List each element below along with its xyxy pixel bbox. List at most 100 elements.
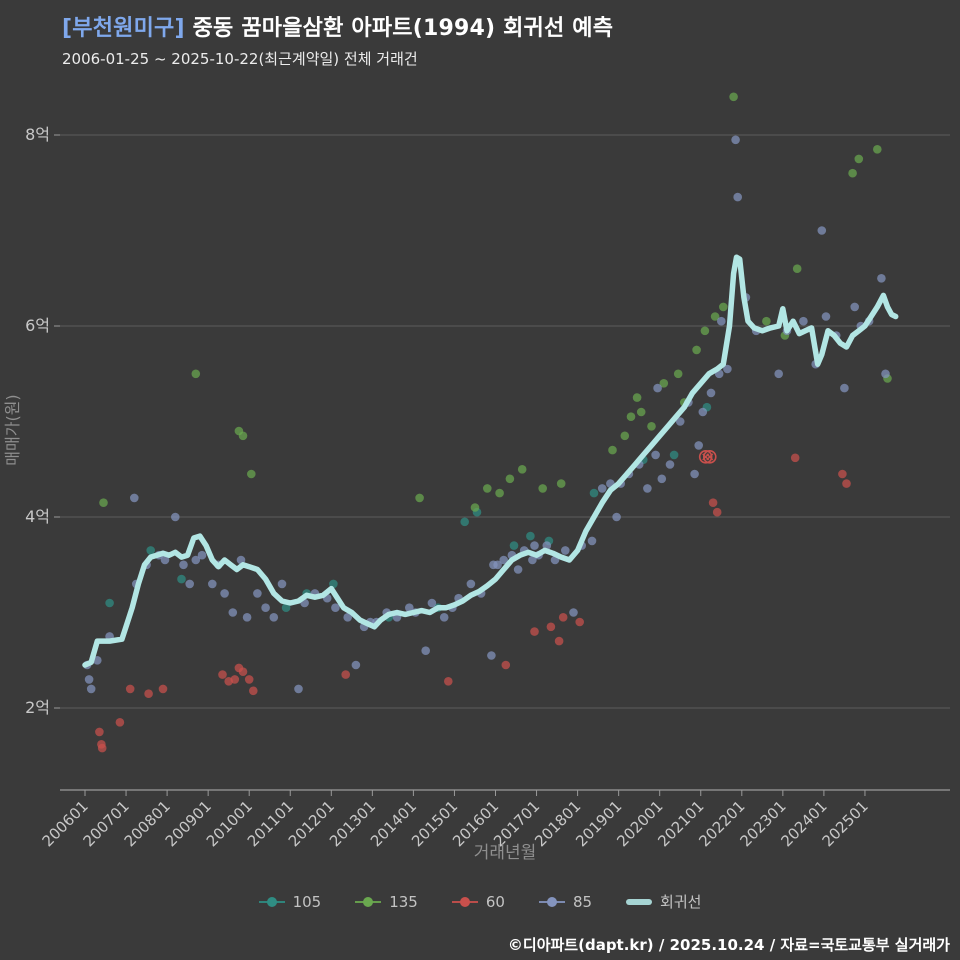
scatter-point: [294, 684, 303, 694]
scatter-point: [848, 168, 857, 178]
legend-item-60: 60: [451, 892, 505, 911]
scatter-point: [657, 474, 667, 484]
page-title: [부천원미구] 중동 꿈마을삼환 아파트(1994) 회귀선 예측: [62, 10, 613, 42]
scatter-point: [177, 574, 186, 584]
scatter-point: [238, 431, 248, 441]
scatter-point: [700, 326, 710, 336]
scatter-point: [653, 383, 662, 393]
scatter-point: [495, 488, 504, 498]
scatter-point: [792, 264, 802, 274]
scatter-series-105: [105, 402, 712, 622]
scatter-point: [115, 718, 125, 727]
scatter-point: [675, 417, 685, 426]
scatter-point: [185, 579, 194, 589]
legend-marker-icon: [258, 896, 285, 908]
scatter-point: [277, 579, 287, 589]
scatter-point: [158, 684, 168, 694]
scatter-point: [146, 546, 155, 555]
scatter-point: [717, 316, 726, 326]
scatter-point: [415, 493, 424, 503]
scatter-point: [597, 484, 607, 493]
scatter-point: [840, 383, 849, 393]
legend-label: 85: [572, 892, 593, 911]
scatter-point: [561, 546, 570, 555]
scatter-point: [160, 555, 170, 565]
scatter-point: [483, 484, 492, 493]
scatter-point: [877, 274, 886, 283]
scatter-point: [341, 670, 351, 679]
legend-label: 60: [485, 892, 505, 911]
y-tick-label: 2억: [25, 698, 50, 717]
scatter-point: [575, 617, 584, 627]
y-tick-label: 6억: [25, 316, 50, 335]
scatter-point: [493, 560, 502, 570]
legend-item-회귀선: 회귀선: [626, 891, 701, 912]
scatter-point: [470, 503, 480, 512]
scatter-point: [731, 135, 740, 145]
scatter-point: [708, 498, 718, 508]
page-subtitle: 2006-01-25 ~ 2025-10-22(최근계약일) 전체 거래건: [62, 50, 418, 68]
scatter-point: [218, 670, 227, 679]
scatter-point: [838, 469, 847, 479]
scatter-point: [729, 92, 738, 102]
scatter-point: [587, 536, 597, 546]
scatter-point: [197, 550, 207, 560]
scatter-point: [208, 579, 217, 589]
scatter-point: [351, 660, 361, 670]
scatter-point: [762, 316, 771, 326]
scatter-point: [526, 531, 535, 541]
scatter-point: [690, 469, 699, 479]
scatter-point: [220, 589, 229, 598]
scatter-point: [589, 488, 599, 498]
scatter-point: [842, 479, 851, 488]
scatter-point: [608, 445, 617, 455]
scatter-point: [706, 388, 716, 398]
scatter-point: [569, 608, 578, 617]
scatter-point: [626, 412, 636, 422]
legend-label: 회귀선: [660, 893, 702, 911]
scatter-point: [873, 145, 882, 154]
scatter-point: [95, 727, 104, 737]
scatter-series-60: [95, 453, 851, 753]
scatter-point: [427, 598, 437, 608]
chart-legend: 105 135 60 85 회귀선: [0, 891, 960, 912]
scatter-point: [513, 565, 523, 574]
scatter-point: [261, 603, 270, 612]
scatter-point: [509, 541, 519, 550]
scatter-point: [460, 517, 470, 527]
scatter-point: [651, 450, 660, 460]
title-main: 중동 꿈마을삼환 아파트(1994) 회귀선 예측: [184, 16, 614, 41]
scatter-point: [130, 493, 139, 503]
cancelled-ring: [702, 450, 717, 464]
scatter-point: [228, 608, 238, 617]
scatter-point: [546, 622, 556, 632]
y-tick-label: 4억: [25, 507, 50, 526]
scatter-point: [191, 369, 201, 379]
y-tick-label: 8억: [25, 125, 50, 144]
scatter-point: [712, 507, 722, 517]
cancelled-ring: [698, 450, 713, 464]
scatter-point: [343, 613, 353, 622]
scatter-point: [538, 484, 547, 493]
axes: 2억4억6억8억20060120070120080120090120100120…: [3, 125, 950, 863]
scatter-point: [253, 589, 262, 598]
scatter-point: [171, 512, 180, 522]
regression-line: [82, 254, 899, 668]
scatter-point: [421, 646, 431, 655]
scatter-point: [558, 613, 568, 622]
scatter-point: [556, 479, 566, 488]
scatter-point: [719, 302, 728, 312]
legend-marker-icon: [355, 896, 382, 908]
scatter-point: [86, 684, 96, 694]
scatter-point: [191, 555, 201, 565]
scatter-point: [774, 369, 783, 379]
legend-marker-icon: [626, 896, 653, 908]
scatter-point: [733, 192, 742, 202]
chart-header: [부천원미구] 중동 꿈마을삼환 아파트(1994) 회귀선 예측 2006-0…: [62, 10, 613, 69]
x-axis-title: 거래년월: [474, 843, 537, 863]
scatter-point: [487, 651, 496, 660]
scatter-point: [673, 369, 683, 379]
scatter-point: [854, 154, 864, 164]
scatter-point: [249, 686, 258, 696]
